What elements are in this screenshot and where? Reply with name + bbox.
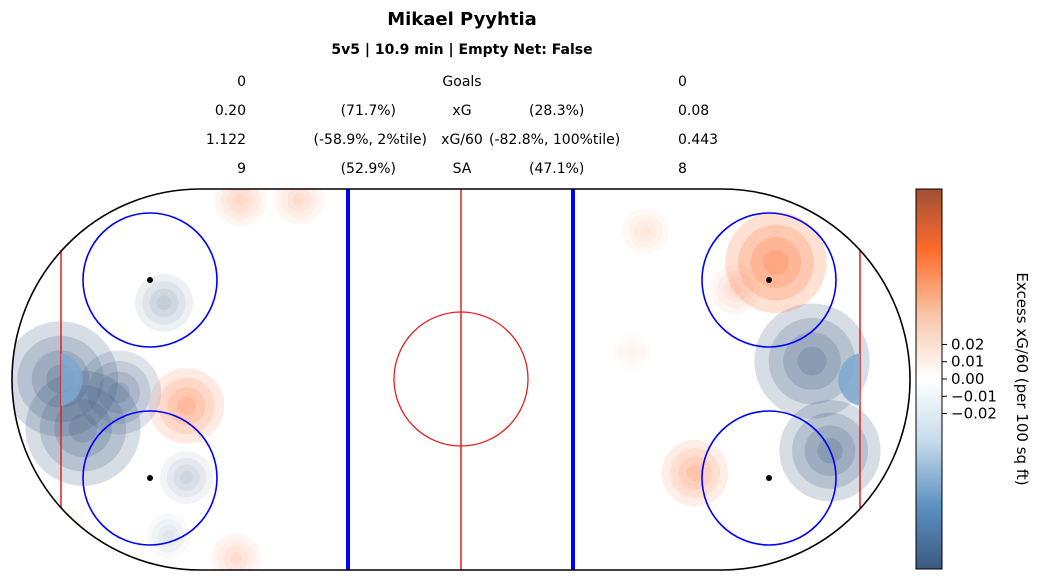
stat-goals-right: 0 bbox=[678, 74, 687, 90]
heat-cell-positive bbox=[634, 219, 657, 243]
chart-subtitle: 5v5 | 10.9 min | Empty Net: False bbox=[331, 42, 593, 58]
heat-cell-negative bbox=[797, 346, 827, 376]
heat-cell-positive bbox=[738, 224, 814, 301]
stat-sa-left-pct: (52.9%) bbox=[340, 161, 396, 177]
heat-cell-negative bbox=[162, 530, 175, 542]
heat-cell-negative bbox=[146, 513, 191, 558]
faceoff-circle-top-right bbox=[701, 212, 837, 348]
stat-xg-label: xG bbox=[452, 103, 472, 119]
heat-cell-negative bbox=[68, 413, 98, 443]
faceoff-dot bbox=[147, 475, 153, 481]
colorbar-tick-label: 0.00 bbox=[951, 370, 984, 388]
right-goal-crease bbox=[838, 353, 860, 406]
heat-cell-positive bbox=[274, 189, 324, 225]
heat-cell-negative bbox=[149, 288, 179, 318]
heat-cell-positive bbox=[729, 283, 742, 296]
colorbar-tick-label: −0.01 bbox=[951, 387, 997, 405]
heat-cell-positive bbox=[177, 396, 196, 416]
colorbar-tick-label: 0.02 bbox=[951, 335, 984, 353]
colorbar-ticks: 0.020.010.00−0.01−0.02 bbox=[942, 335, 997, 423]
heat-cell-positive bbox=[723, 277, 748, 302]
heat-cell-negative bbox=[179, 470, 194, 485]
colorbar-label: Excess xG/60 (per 100 sq ft) bbox=[1013, 272, 1031, 485]
heat-cell-positive bbox=[211, 533, 261, 570]
heat-cell-negative bbox=[173, 464, 200, 491]
heat-cell-positive bbox=[725, 211, 827, 314]
heat-cell-negative bbox=[87, 360, 151, 424]
stat-xg60-right: 0.443 bbox=[678, 132, 719, 148]
heat-cell-negative bbox=[160, 451, 213, 504]
heat-cell-positive bbox=[158, 377, 215, 435]
stat-sa-left: 9 bbox=[237, 161, 246, 177]
heat-cell-positive bbox=[227, 189, 254, 214]
faceoff-circle-top-left bbox=[82, 212, 218, 348]
left-goal-crease bbox=[61, 353, 83, 406]
stat-sa-right-pct: (47.1%) bbox=[529, 161, 585, 177]
heat-cell-positive bbox=[217, 539, 255, 570]
heat-cell-negative bbox=[768, 317, 856, 405]
heat-cell-negative bbox=[135, 273, 193, 332]
heat-cell-positive bbox=[670, 448, 720, 499]
heat-cell-positive bbox=[233, 193, 248, 207]
heat-cell-negative bbox=[108, 381, 130, 403]
stat-xg60-left: 1.122 bbox=[205, 132, 246, 148]
heat-cell-negative bbox=[156, 295, 172, 311]
stat-xg60-left-pct: (-58.9%, 2%tile) bbox=[313, 132, 427, 148]
heat-cell-positive bbox=[639, 225, 652, 237]
heat-cell-positive bbox=[148, 368, 225, 444]
heat-cell-positive bbox=[622, 208, 669, 255]
heat-cell-negative bbox=[98, 371, 140, 414]
heat-cell-positive bbox=[686, 464, 704, 482]
heat-cell-positive bbox=[223, 545, 249, 570]
heat-cell-negative bbox=[142, 281, 186, 325]
rink-boards bbox=[11, 188, 911, 571]
heat-cell-positive bbox=[167, 387, 206, 425]
heat-cell-positive bbox=[750, 237, 802, 288]
faceoff-dot bbox=[766, 277, 772, 283]
heat-cell-negative bbox=[77, 350, 161, 435]
heat-cell-positive bbox=[292, 193, 306, 206]
faceoff-dot bbox=[766, 475, 772, 481]
heat-cell-positive bbox=[661, 439, 729, 507]
stat-sa-right: 8 bbox=[678, 161, 687, 177]
colorbar-gradient bbox=[915, 188, 943, 570]
colorbar-tick-label: −0.02 bbox=[951, 405, 997, 423]
stat-sa-label: SA bbox=[452, 161, 472, 177]
heat-cell-positive bbox=[286, 189, 312, 213]
heat-cell-positive bbox=[280, 189, 318, 219]
heat-cell-positive bbox=[628, 213, 663, 249]
faceoff-circle-bottom-right bbox=[701, 410, 837, 546]
stat-xg60-label: xG/60 bbox=[441, 132, 483, 148]
faceoff-circle-bottom-left bbox=[82, 410, 218, 546]
heat-cell-positive bbox=[220, 189, 261, 220]
stat-xg-left-pct: (71.7%) bbox=[340, 103, 396, 119]
heat-cell-positive bbox=[763, 249, 789, 276]
stat-xg-right: 0.08 bbox=[678, 103, 710, 119]
heat-cell-positive bbox=[710, 264, 761, 315]
center-faceoff-circle bbox=[393, 311, 529, 447]
stat-xg60-right-pct: (-82.8%, 100%tile) bbox=[489, 132, 621, 148]
heat-cell-negative bbox=[783, 332, 841, 390]
stat-xg-left: 0.20 bbox=[214, 103, 246, 119]
heat-cell-positive bbox=[717, 270, 754, 308]
heat-cell-positive bbox=[214, 189, 267, 227]
heat-cell-positive bbox=[229, 552, 243, 565]
stat-goals-left: 0 bbox=[237, 74, 246, 90]
stat-goals-label: Goals bbox=[442, 74, 482, 90]
heat-cell-negative bbox=[25, 370, 141, 486]
faceoff-dot bbox=[147, 277, 153, 283]
stat-xg-right-pct: (28.3%) bbox=[529, 103, 585, 119]
colorbar-tick-label: 0.01 bbox=[951, 353, 984, 371]
chart-title: Mikael Pyyhtia bbox=[387, 9, 537, 30]
heat-cell-negative bbox=[166, 457, 207, 498]
heat-cell-negative bbox=[54, 399, 112, 458]
